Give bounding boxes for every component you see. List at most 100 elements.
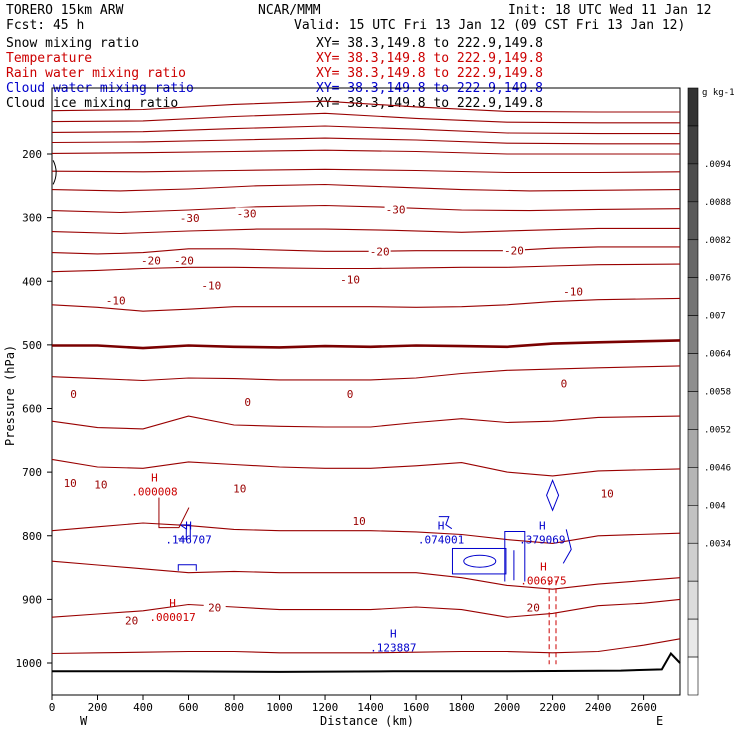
isotherm-20 [51,638,681,655]
contour-label: -20 [370,246,390,259]
west-label: W [80,714,88,728]
contour-label: 20 [527,601,540,614]
contour-label-backing [339,273,362,286]
contour-label-backing [522,601,545,614]
contour-label: 0 [70,388,77,401]
colorbar-swatch [687,239,699,278]
colorbar-unit: g kg-1 [702,88,735,98]
isotherm-15 [51,522,681,544]
snow-contour [52,160,57,185]
contour-label-backing [368,245,391,258]
valid-time: Valid: 15 UTC Fri 13 Jan 12 (09 CST Fri … [294,18,685,33]
y-axis-label: Pressure (hPa) [3,345,17,446]
extremum-value: .379069 [519,533,565,546]
colorbar-swatch [687,542,699,582]
x-tick-label: 0 [49,701,56,714]
extremum-value: .074001 [418,533,464,546]
isotherm-minus-35 [51,168,681,174]
x-tick-label: 1000 [266,701,293,714]
contour-label-backing [62,388,85,401]
isotherm-minus-5 [51,297,681,312]
extrema-markers: H.000008H.146707H.074001H.379069H.006975… [131,472,566,655]
contour-label: -10 [563,286,583,299]
microphysics-features [52,160,572,665]
x-tick-label: 2000 [494,701,521,714]
isotherm-minus-25 [51,204,681,214]
colorbar-swatch [687,391,699,430]
y-tick-label: 800 [22,530,42,543]
forecast-hour: Fcst: 45 h [6,18,84,33]
contour-label-backing [139,254,162,267]
extremum-value: .000008 [131,486,177,499]
contour-label-backing [203,601,226,614]
contour-label-backing [200,279,223,292]
contour-label-backing [178,211,201,224]
x-tick-label: 1200 [312,701,339,714]
isotherm-minus-10 [51,263,681,273]
isotherm-0 [52,339,681,350]
colorbar-label: .0088 [704,198,731,208]
x-tick-label: 600 [179,701,199,714]
contour-label-backing [120,614,143,627]
colorbar-swatch [687,429,699,468]
cloud-water-contour [463,554,497,568]
colorbar-swatch [687,656,699,696]
isotherm-minus-30 [51,183,681,192]
contour-label: 10 [233,482,246,495]
colorbar-label: .0064 [704,350,731,360]
isotherm-minus-15 [51,246,680,255]
legend-snow-name: Snow mixing ratio [6,36,139,51]
contour-label: 10 [94,478,107,491]
y-tick-label: 900 [22,593,42,606]
isotherm-minus-40 [51,112,680,124]
colorbar-label: .007 [704,312,726,322]
extremum-mark: H [151,472,158,485]
colorbar-label: .0052 [704,425,731,435]
colorbar-swatch [687,277,699,316]
cloud-water-contour [438,516,572,564]
contour-label: -30 [180,212,200,225]
center-title: NCAR/MMM [258,3,321,18]
contour-label: 0 [244,396,251,409]
x-tick-label: 200 [88,701,108,714]
contour-label-backing [339,388,362,401]
contour-label: -30 [237,207,257,220]
extremum-mark: H [539,519,546,532]
contour-label: 0 [347,388,354,401]
contour-label: -20 [504,244,524,257]
contour-label-backing [502,244,525,257]
colorbar-swatch [687,163,699,203]
contour-label: -10 [201,279,221,292]
cloud-water-contour [451,547,507,575]
contour-label-backing [236,395,259,408]
colorbar-swatch [687,201,699,241]
model-title: TORERO 15km ARW [6,3,124,18]
contour-label-backing [59,477,82,490]
east-label: E [656,714,663,728]
contour-label-backing [228,482,251,495]
y-axis-ticks: 200 300 400 500 600 700 800 900 1000 [16,148,52,670]
rain-water-contour [158,497,190,529]
x-axis-label: Distance (km) [320,714,414,728]
plot-frame [51,87,681,696]
contour-labels: -30 -30 -30 -20 -20 -20 -20 -10 -10 -10 -10 0 0 0 0 10 1… [59,203,619,628]
contour-label-backing [384,203,407,216]
contour-label: 20 [125,615,138,628]
x-tick-label: 800 [224,701,244,714]
extremum-mark: H [390,628,397,641]
cloud-water-contour [504,531,526,582]
x-tick-label: 2400 [585,701,612,714]
extremum-mark: H [438,519,445,532]
y-tick-label: 600 [22,403,42,416]
isotherm-10 [51,458,681,477]
extremum-mark: H [185,519,192,532]
contour-label-backing [172,254,195,267]
init-time: Init: 18 UTC Wed 11 Jan 12 [508,3,712,18]
contour-label: -20 [174,255,194,268]
contour-label: 0 [561,377,568,390]
colorbar-swatch [687,580,699,620]
contour-label: 10 [601,487,614,500]
y-tick-label: 500 [22,339,42,352]
colorbar-label: .0034 [704,539,731,549]
x-tick-label: 400 [133,701,153,714]
